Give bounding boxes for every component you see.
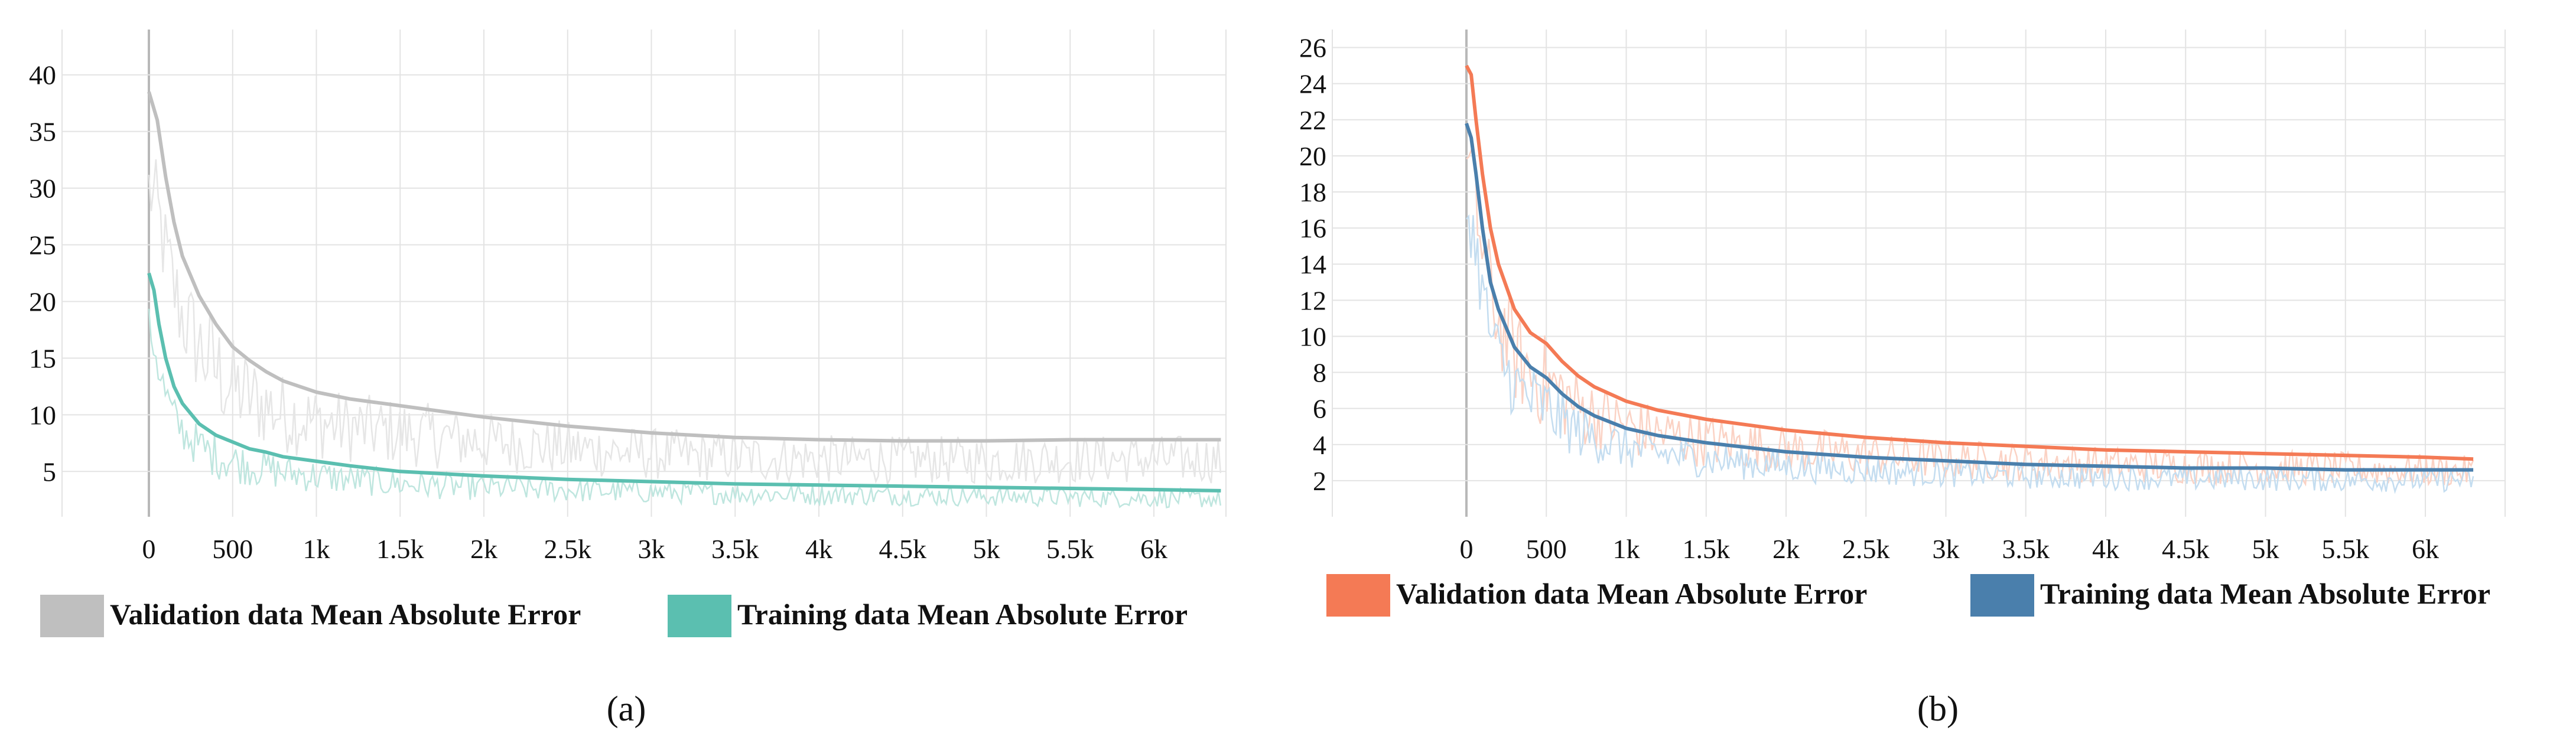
y-tick-label: 10 [1299, 321, 1326, 351]
plot-area [62, 30, 1226, 517]
legend-label: Validation data Mean Absolute Error [110, 598, 581, 631]
x-tick-label: 5.5k [2322, 534, 2370, 564]
y-tick-label: 6 [1313, 394, 1326, 424]
x-tick-label: 2.5k [1842, 534, 1890, 564]
x-tick-label: 3k [1933, 534, 1960, 564]
legend-swatch [1326, 574, 1390, 617]
x-tick-label: 0 [142, 534, 156, 564]
x-tick-label: 4k [805, 534, 832, 564]
x-tick-label: 1k [303, 534, 330, 564]
y-tick-label: 35 [29, 117, 56, 147]
legend-swatch [1970, 574, 2034, 617]
legend-label: Training data Mean Absolute Error [737, 598, 1188, 631]
x-tick-label: 5k [2252, 534, 2279, 564]
x-tick-label: 500 [212, 534, 253, 564]
plot-area [1332, 30, 2505, 517]
x-tick-label: 2k [1772, 534, 1800, 564]
legend-label: Training data Mean Absolute Error [2040, 577, 2490, 610]
x-tick-label: 4.5k [2162, 534, 2210, 564]
raw-series-trace [148, 308, 1222, 508]
y-tick-label: 25 [29, 230, 56, 260]
x-tick-label: 2k [470, 534, 497, 564]
panel-label: (a) [607, 689, 646, 728]
legend-label: Validation data Mean Absolute Error [1396, 577, 1867, 610]
raw-series-trace [1466, 214, 2474, 494]
legend-swatch [40, 595, 104, 637]
x-tick-label: 4.5k [879, 534, 927, 564]
raw-series-trace [1466, 143, 2474, 487]
y-tick-label: 26 [1299, 33, 1326, 63]
y-tick-label: 40 [29, 60, 56, 90]
series-line-validation [147, 91, 1221, 443]
x-tick-label: 0 [1460, 534, 1474, 564]
y-tick-label: 5 [43, 457, 56, 487]
x-tick-label: 6k [1140, 534, 1167, 564]
raw-series-trace [148, 159, 1222, 487]
x-tick-label: 2.5k [544, 534, 592, 564]
panel-label: (b) [1917, 689, 1959, 728]
y-tick-label: 14 [1299, 249, 1326, 279]
x-tick-label: 4k [2092, 534, 2119, 564]
series-line-training [1465, 122, 2474, 472]
x-tick-label: 5k [973, 534, 1000, 564]
y-tick-label: 4 [1313, 430, 1326, 460]
y-tick-label: 2 [1313, 466, 1326, 496]
x-tick-label: 1.5k [1683, 534, 1731, 564]
y-tick-label: 30 [29, 174, 56, 204]
legend-swatch [668, 595, 731, 637]
y-tick-label: 20 [29, 286, 56, 317]
y-tick-label: 22 [1299, 105, 1326, 135]
x-tick-label: 3k [638, 534, 665, 564]
x-tick-label: 5.5k [1046, 534, 1094, 564]
x-tick-label: 3.5k [2002, 534, 2050, 564]
x-tick-label: 1k [1613, 534, 1640, 564]
x-tick-label: 500 [1526, 534, 1567, 564]
x-tick-label: 3.5k [711, 534, 759, 564]
y-tick-label: 12 [1299, 285, 1326, 315]
y-tick-label: 16 [1299, 213, 1326, 243]
series-line-validation [1465, 64, 2474, 461]
y-tick-label: 10 [29, 400, 56, 430]
x-tick-label: 1.5k [376, 534, 424, 564]
chart-panel-a: 5 10 15 20 25 30 35 40 0 500 1k 1.5k 2k 2.5k 3k 3.5k 4k 4… [29, 30, 1227, 728]
x-tick-label: 6k [2412, 534, 2439, 564]
y-tick-label: 8 [1313, 358, 1326, 388]
y-tick-label: 24 [1299, 69, 1326, 99]
y-tick-label: 18 [1299, 177, 1326, 207]
y-tick-label: 20 [1299, 141, 1326, 171]
y-tick-label: 15 [29, 343, 56, 373]
series-line-training [147, 272, 1221, 493]
